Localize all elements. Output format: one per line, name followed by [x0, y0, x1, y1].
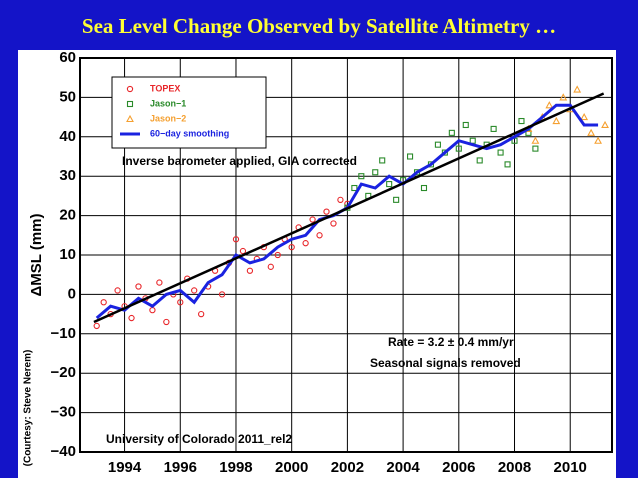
data-point — [601, 120, 609, 129]
y-tick-label: −30 — [51, 404, 76, 421]
data-point — [490, 125, 497, 132]
legend-label: Jason−2 — [150, 113, 186, 123]
data-point — [274, 251, 281, 259]
x-tick-label: 1996 — [164, 459, 197, 476]
data-point — [379, 157, 386, 164]
annotation: Inverse barometer applied, GIA corrected — [122, 154, 357, 168]
y-tick-label: 0 — [68, 285, 76, 302]
annotation: University of Colorado 2011_rel2 — [106, 432, 292, 446]
data-point — [573, 85, 582, 93]
y-axis-label: ΔMSL (mm) — [28, 213, 45, 296]
page-title: Sea Level Change Observed by Satellite A… — [82, 14, 556, 38]
y-tick-label: 40 — [59, 128, 76, 145]
credit: (Courtesy: Steve Nerem) — [23, 350, 34, 467]
data-point — [218, 291, 226, 298]
legend-label: TOPEX — [150, 83, 180, 93]
annotation: Rate = 3.2 ± 0.4 mm/yr — [388, 335, 514, 349]
data-point — [420, 184, 428, 192]
y-tick-label: −40 — [51, 443, 76, 460]
data-point — [518, 117, 525, 125]
data-point — [100, 299, 107, 306]
data-point — [552, 116, 561, 125]
data-point — [323, 208, 330, 215]
data-point — [288, 243, 295, 251]
data-point — [93, 322, 100, 330]
data-point — [462, 121, 469, 129]
data-point — [441, 149, 448, 156]
data-point — [386, 181, 393, 188]
data-point — [532, 145, 539, 152]
data-point — [587, 128, 596, 136]
data-point — [372, 169, 379, 176]
data-point — [358, 173, 365, 180]
data-point — [156, 279, 163, 286]
data-point — [198, 310, 205, 318]
x-tick-label: 1998 — [219, 459, 252, 476]
data-point — [594, 136, 602, 144]
legend-label: 60−day smoothing — [150, 128, 229, 138]
data-point — [232, 236, 240, 243]
data-point — [330, 220, 337, 227]
data-point — [504, 161, 511, 168]
x-tick-label: 2006 — [442, 459, 475, 476]
legend-swatch — [126, 85, 134, 93]
legend-swatch — [126, 100, 134, 108]
data-point — [267, 263, 274, 270]
annotation: Seasonal signals removed — [370, 356, 521, 370]
data-point — [448, 129, 455, 136]
x-tick-label: 2004 — [386, 459, 420, 476]
data-point — [302, 240, 309, 247]
y-tick-label: 50 — [59, 88, 76, 105]
legend-label: Jason−1 — [150, 98, 186, 108]
data-point — [393, 196, 400, 203]
frame — [79, 57, 613, 453]
legend-swatch — [126, 114, 134, 123]
legend-box — [111, 76, 267, 149]
y-tick-label: 60 — [59, 49, 76, 66]
data-point — [545, 101, 554, 109]
data-point — [316, 232, 323, 239]
data-point — [407, 153, 414, 160]
data-point — [351, 184, 358, 192]
y-tick-label: −10 — [51, 325, 76, 342]
data-point — [246, 267, 254, 274]
data-point — [531, 136, 540, 144]
data-point — [114, 287, 121, 294]
x-tick-label: 2010 — [554, 459, 587, 476]
trend-line — [93, 92, 605, 324]
data-point — [580, 112, 589, 121]
data-point — [177, 299, 184, 306]
x-tick-label: 2000 — [275, 459, 308, 476]
data-point — [135, 283, 142, 290]
data-point — [239, 247, 247, 255]
y-tick-label: 10 — [59, 246, 76, 263]
data-point — [309, 216, 316, 223]
y-tick-label: 30 — [59, 167, 76, 184]
data-point — [455, 145, 462, 152]
y-tick-label: −20 — [51, 364, 76, 381]
x-tick-label: 2002 — [331, 459, 364, 476]
panel — [18, 50, 616, 478]
data-point — [163, 318, 170, 326]
x-tick-label: 1994 — [108, 459, 142, 476]
data-point — [128, 314, 135, 322]
data-point — [337, 196, 344, 203]
data-point — [476, 157, 483, 164]
data-point — [434, 141, 441, 148]
y-tick-label: 20 — [59, 207, 76, 224]
data-point — [559, 93, 568, 101]
data-point — [191, 287, 198, 294]
data-point — [497, 149, 504, 156]
x-tick-label: 2008 — [498, 459, 531, 476]
